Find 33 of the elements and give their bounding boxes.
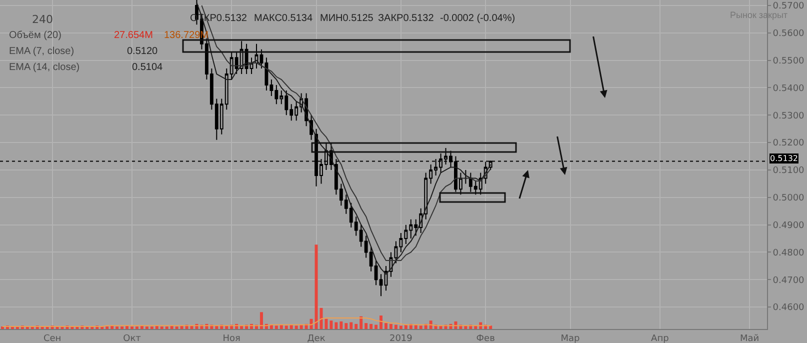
y-tick-label: 0.4800 — [772, 248, 805, 258]
x-tick-label: Дек — [307, 334, 326, 343]
x-tick-label: Апр — [651, 334, 670, 343]
y-tick-label: 0.5200 — [772, 138, 805, 149]
y-tick-label: 0.5100 — [772, 166, 805, 176]
x-tick-label: Май — [740, 334, 760, 343]
x-tick-label: Сен — [43, 334, 62, 343]
annotation: 0.5104 — [132, 62, 164, 73]
annotation: 27.654M — [114, 30, 153, 41]
x-tick-label: Фев — [476, 334, 495, 343]
ref-line-label: 0.5132 — [770, 154, 798, 163]
y-tick-label: 0.5300 — [772, 111, 805, 122]
annotation: -0.0002 (-0.04%) — [440, 13, 516, 24]
x-tick-label: Окт — [123, 334, 141, 343]
y-tick-label: 0.5000 — [772, 194, 805, 204]
y-tick-label: 0.4700 — [772, 276, 805, 286]
y-tick-label: 0.5700 — [772, 2, 805, 12]
annotation: Объём (20) — [9, 30, 62, 41]
annotation: МАКС0.5134 — [254, 13, 313, 24]
x-tick-label: 2019 — [389, 334, 413, 343]
text: 240 — [32, 13, 53, 26]
x-tick-label: Ноя — [222, 334, 240, 343]
y-tick-label: 0.5500 — [772, 56, 805, 66]
annotation: ЗАКР0.5132 — [378, 13, 434, 24]
x-tick-label: Мар — [560, 334, 580, 343]
y-tick-label: 0.4600 — [772, 303, 805, 314]
annotation: EMA (7, close) — [9, 46, 74, 57]
annotation: 0.5120 — [127, 46, 158, 57]
annotation: EMA (14, close) — [9, 62, 80, 73]
y-tick-label: 0.4900 — [772, 220, 805, 231]
annotation: МИН0.5125 — [320, 13, 374, 24]
y-tick-label: 0.5400 — [772, 84, 805, 94]
y-tick-label: 0.5600 — [772, 29, 805, 40]
